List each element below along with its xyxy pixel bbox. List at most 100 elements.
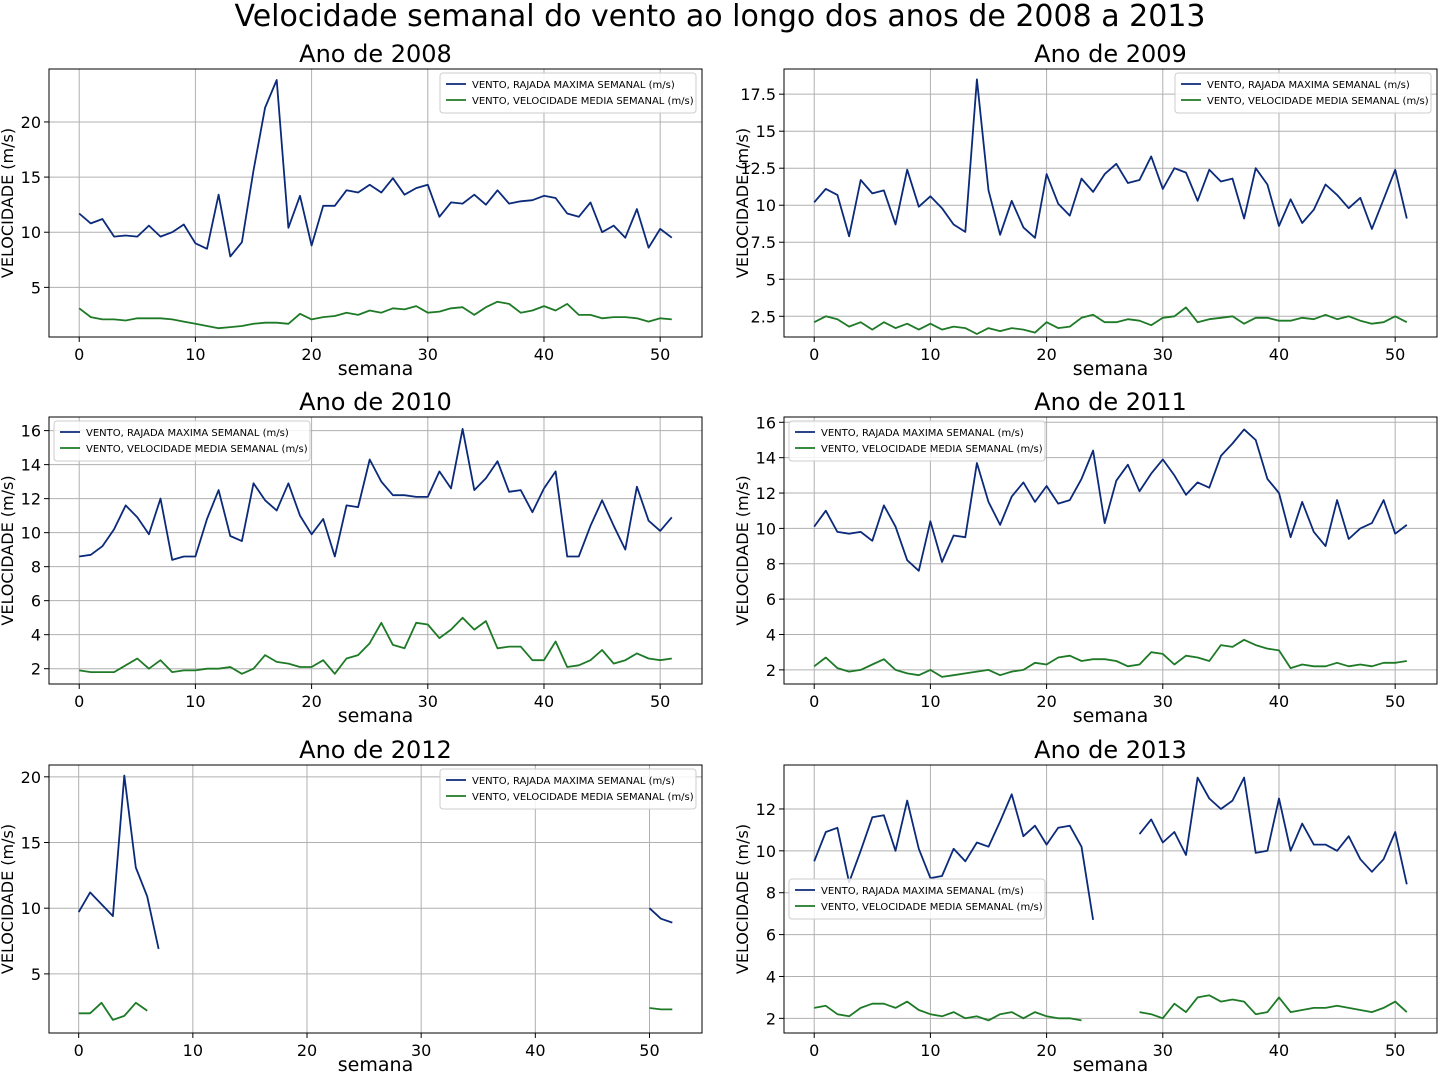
x-tick-label: 0 bbox=[809, 692, 819, 711]
series-line-mean bbox=[814, 994, 1408, 1022]
y-tick-label: 20 bbox=[21, 113, 41, 132]
series-line-gust bbox=[77, 774, 673, 950]
x-tick-label: 30 bbox=[411, 1041, 431, 1060]
y-tick-label: 8 bbox=[766, 884, 776, 903]
legend-entry-label: VENTO, RAJADA MAXIMA SEMANAL (m/s) bbox=[821, 428, 1024, 439]
x-tick-label: 0 bbox=[809, 1041, 819, 1060]
y-tick-label: 15 bbox=[21, 834, 41, 853]
y-tick-label: 10 bbox=[756, 842, 776, 861]
y-tick-label: 10 bbox=[21, 524, 41, 543]
y-tick-label: 2 bbox=[766, 1009, 776, 1028]
x-tick-label: 40 bbox=[534, 692, 554, 711]
x-tick-label: 0 bbox=[74, 692, 84, 711]
y-tick-label: 4 bbox=[31, 626, 41, 645]
legend-box bbox=[439, 72, 697, 114]
x-tick-label: 40 bbox=[525, 1041, 545, 1060]
legend: VENTO, RAJADA MAXIMA SEMANAL (m/s) VENTO,… bbox=[788, 420, 1046, 462]
x-axis-label: semana bbox=[338, 1054, 413, 1076]
y-tick-label: 5 bbox=[766, 270, 776, 289]
legend-box bbox=[1174, 72, 1432, 114]
x-tick-label: 30 bbox=[1153, 692, 1173, 711]
y-axis-label: VELOCIDADE (m/s) bbox=[0, 475, 17, 625]
x-tick-label: 10 bbox=[185, 692, 205, 711]
series-line-mean bbox=[813, 638, 1407, 678]
chart-title: Ano de 2012 bbox=[299, 736, 452, 764]
y-tick-label: 16 bbox=[21, 422, 41, 441]
y-tick-label: 8 bbox=[766, 555, 776, 574]
y-axis-label: VELOCIDADE (m/s) bbox=[0, 128, 17, 278]
x-tick-label: 30 bbox=[1153, 1041, 1173, 1060]
x-tick-label: 50 bbox=[650, 692, 670, 711]
x-axis-label: semana bbox=[338, 705, 413, 727]
plot-frame bbox=[783, 764, 1438, 1034]
plot-frame bbox=[48, 68, 703, 338]
x-tick-label: 10 bbox=[185, 345, 205, 364]
chart-title: Ano de 2010 bbox=[299, 388, 452, 416]
y-tick-label: 4 bbox=[766, 967, 776, 986]
y-tick-label: 7.5 bbox=[751, 233, 776, 252]
x-tick-label: 0 bbox=[74, 1041, 84, 1060]
x-tick-label: 50 bbox=[1385, 1041, 1405, 1060]
plot-frame bbox=[783, 68, 1438, 338]
chart-panel: 0 10 20 30 40 50 2 4 6 8 10 12 Ano de 2013 semana VELO… bbox=[733, 736, 1438, 1076]
y-tick-label: 6 bbox=[31, 592, 41, 611]
series-line-mean bbox=[79, 616, 672, 675]
y-tick-label: 10 bbox=[21, 223, 41, 242]
legend-box bbox=[788, 420, 1046, 462]
legend: VENTO, RAJADA MAXIMA SEMANAL (m/s) VENTO,… bbox=[53, 420, 311, 462]
chart-title: Ano de 2009 bbox=[1034, 40, 1187, 68]
legend-entry-label: VENTO, VELOCIDADE MEDIA SEMANAL (m/s) bbox=[1207, 96, 1429, 107]
x-tick-label: 10 bbox=[920, 345, 940, 364]
legend-entry-label: VENTO, VELOCIDADE MEDIA SEMANAL (m/s) bbox=[821, 902, 1043, 913]
x-tick-label: 50 bbox=[639, 1041, 659, 1060]
legend: VENTO, RAJADA MAXIMA SEMANAL (m/s) VENTO,… bbox=[439, 72, 697, 114]
y-tick-label: 17.5 bbox=[740, 85, 776, 104]
y-tick-label: 12.5 bbox=[740, 159, 776, 178]
y-tick-label: 10 bbox=[756, 519, 776, 538]
x-axis-label: semana bbox=[1073, 705, 1148, 727]
series-line-gust bbox=[813, 776, 1408, 921]
x-tick-label: 20 bbox=[301, 692, 321, 711]
y-tick-label: 8 bbox=[31, 558, 41, 577]
chart-panel: 0 10 20 30 40 50 5 10 15 20 Ano de 2012 semana VELOC… bbox=[0, 736, 703, 1076]
y-tick-label: 5 bbox=[31, 965, 41, 984]
x-tick-label: 0 bbox=[74, 345, 84, 364]
chart-panel: 0 10 20 30 40 50 2.5 5 7.5 10 12.5 15 17.5 Ano de 200… bbox=[733, 40, 1438, 380]
legend-entry-label: VENTO, VELOCIDADE MEDIA SEMANAL (m/s) bbox=[472, 96, 694, 107]
legend-entry-label: VENTO, RAJADA MAXIMA SEMANAL (m/s) bbox=[821, 886, 1024, 897]
y-tick-label: 14 bbox=[21, 456, 41, 475]
chart-panel: 0 10 20 30 40 50 5 10 15 20 Ano de 2008 semana VELOC… bbox=[0, 40, 703, 380]
y-tick-label: 2 bbox=[31, 660, 41, 679]
legend-entry-label: VENTO, RAJADA MAXIMA SEMANAL (m/s) bbox=[1207, 80, 1410, 91]
y-tick-label: 10 bbox=[21, 899, 41, 918]
figure-title: Velocidade semanal do vento ao longo dos… bbox=[234, 0, 1206, 34]
x-tick-label: 20 bbox=[1036, 345, 1056, 364]
y-axis-label: VELOCIDADE (m/s) bbox=[733, 128, 752, 278]
chart-title: Ano de 2013 bbox=[1034, 736, 1187, 764]
series-line-mean bbox=[78, 1001, 673, 1021]
x-tick-label: 30 bbox=[418, 345, 438, 364]
x-axis-label: semana bbox=[1073, 358, 1148, 380]
plot-frame bbox=[48, 764, 703, 1034]
y-tick-label: 6 bbox=[766, 926, 776, 945]
legend-entry-label: VENTO, RAJADA MAXIMA SEMANAL (m/s) bbox=[472, 776, 675, 787]
x-tick-label: 10 bbox=[920, 692, 940, 711]
y-tick-label: 10 bbox=[756, 196, 776, 215]
x-tick-label: 30 bbox=[1153, 345, 1173, 364]
x-tick-label: 50 bbox=[1385, 345, 1405, 364]
legend-entry-label: VENTO, RAJADA MAXIMA SEMANAL (m/s) bbox=[86, 428, 289, 439]
plot-frame bbox=[783, 416, 1438, 685]
chart-panel: 0 10 20 30 40 50 2 4 6 8 10 12 14 16 Ano de 2010 semana… bbox=[0, 388, 703, 727]
y-tick-label: 12 bbox=[756, 800, 776, 819]
x-tick-label: 10 bbox=[183, 1041, 203, 1060]
x-tick-label: 50 bbox=[1385, 692, 1405, 711]
y-tick-label: 20 bbox=[21, 768, 41, 787]
x-axis-label: semana bbox=[1073, 1054, 1148, 1076]
y-tick-label: 15 bbox=[756, 122, 776, 141]
x-axis-label: semana bbox=[338, 358, 413, 380]
legend-entry-label: VENTO, VELOCIDADE MEDIA SEMANAL (m/s) bbox=[472, 792, 694, 803]
x-tick-label: 40 bbox=[1269, 345, 1289, 364]
legend-entry-label: VENTO, VELOCIDADE MEDIA SEMANAL (m/s) bbox=[821, 444, 1043, 455]
y-axis-label: VELOCIDADE (m/s) bbox=[733, 475, 752, 625]
